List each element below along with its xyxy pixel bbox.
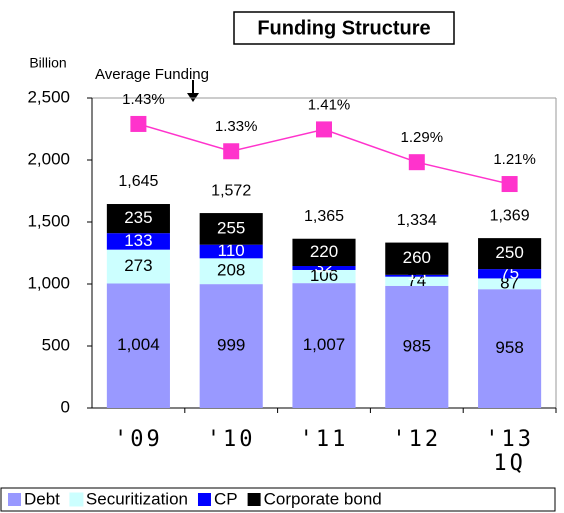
bar-segment [478,278,542,290]
x-tick-label: '12 [392,427,442,452]
total-label: 1,369 [490,207,530,224]
bar-segment [292,269,356,284]
bar-segment [106,233,170,250]
bar-segment [199,284,263,408]
data-label: 999 [217,336,245,355]
bar-segment [385,276,449,286]
line-label: 1.33% [215,118,258,135]
legend-label: CP [214,489,238,508]
y-tick-label: 500 [42,335,70,354]
data-label: 208 [217,261,245,280]
y-tick-label: 1,500 [27,211,70,230]
legend-swatch [8,493,21,506]
data-label: 260 [403,248,431,267]
legend-box [0,487,556,512]
y-axis-label: Billion [29,55,66,71]
total-label: 1,334 [397,212,437,229]
data-label: 255 [217,218,245,237]
bar-segment [106,283,170,408]
total-label: 1,572 [211,182,251,199]
line-marker [316,121,332,138]
title-box [233,11,455,45]
data-label: 235 [124,208,152,227]
y-tick-label: 1,000 [27,273,70,292]
bar-segment [385,285,449,408]
data-label: 1,004 [117,335,160,354]
bar-segment [199,244,263,259]
bar-segment [292,238,356,267]
data-label: 985 [403,336,431,355]
bar-segment [385,242,449,275]
legend-swatch [69,492,84,507]
x-tick-label: '10 [206,427,256,452]
legend-label: Securitization [86,489,188,508]
total-label: 1,645 [118,173,158,190]
y-tick-label: 2,000 [27,149,70,168]
bar-segment [292,283,356,408]
bar-segment [106,249,170,284]
y-tick-label: 2,500 [27,87,70,106]
legend-label: Corporate bond [264,489,382,508]
line-label: 1.29% [401,129,444,146]
data-label: 958 [495,338,523,357]
x-tick-label: '11 [299,427,349,452]
data-label: 273 [124,256,152,275]
line-marker [223,143,240,160]
bar-segment [478,238,542,270]
chart-title: Funding Structure [257,17,430,39]
total-label: 1,365 [304,208,344,225]
legend-label: Debt [24,489,60,508]
line-label: 1.43% [122,91,165,108]
bar-segment [292,266,356,270]
line-marker [501,176,518,193]
bar-segment [478,269,542,279]
data-label: 110 [218,241,245,260]
bar-segment [478,289,542,408]
line-marker [408,154,425,171]
data-label: 133 [124,231,152,250]
bar-segment [199,258,263,285]
data-label: 1,007 [303,335,346,354]
data-label: 220 [310,242,338,261]
data-label: 250 [495,243,523,262]
bar-segment [385,274,449,277]
x-tick-label: '13 1Q [485,427,534,476]
bar-segment [199,213,263,245]
annotation: Average Funding [95,66,209,83]
line-marker [130,115,147,132]
legend-swatch [247,493,261,506]
line-label: 1.41% [308,96,351,113]
legend-swatch [197,493,211,506]
y-tick-label: 0 [61,397,70,416]
line-label: 1.21% [493,151,536,168]
bar-segment [106,204,170,234]
x-tick-label: '09 [114,427,163,452]
data-label: 106 [310,266,338,285]
